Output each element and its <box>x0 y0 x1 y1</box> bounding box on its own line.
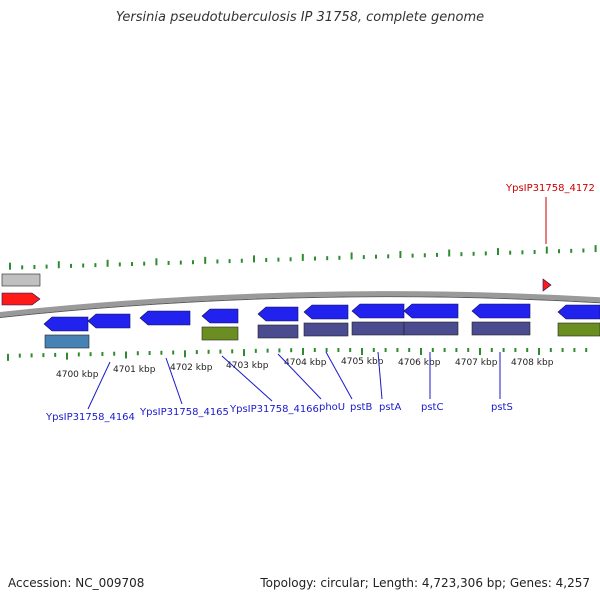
pstS-arrow <box>471 303 531 319</box>
scale-label: 4708 kbp <box>511 358 554 368</box>
pstS-box <box>471 321 531 336</box>
pstB-arrow <box>303 304 349 320</box>
red-feature-arrow <box>1 292 41 306</box>
gene-label: pstB <box>350 402 372 413</box>
gene-label-leader <box>87 361 111 410</box>
gene-4166-box <box>201 326 239 341</box>
gene-features <box>1 273 600 349</box>
gene-label: phoU <box>319 402 345 413</box>
scale-label: 4703 kbp <box>226 361 269 371</box>
scale-labels: 4700 kbp 4701 kbp 4702 kbp 4703 kbp 4704 kbp… <box>56 357 554 380</box>
pstB-box <box>303 322 349 337</box>
scale-label: 4707 kbp <box>455 358 498 368</box>
gene-label: YpsIP31758_4165 <box>139 407 229 418</box>
outer-tick-marks <box>9 245 597 270</box>
phoU-arrow <box>257 306 299 322</box>
genome-backbone-shadow <box>0 296 600 318</box>
gene-label: pstA <box>379 402 401 413</box>
genome-title: Yersinia pseudotuberculosis IP 31758, co… <box>115 10 485 25</box>
scale-label: 4702 kbp <box>170 363 213 373</box>
genome-summary: Topology: circular; Length: 4,723,306 bp… <box>260 576 590 590</box>
gene-label: pstC <box>421 402 443 413</box>
scale-label: 4701 kbp <box>113 365 156 375</box>
gene-4165a-arrow <box>87 313 131 329</box>
gene-label: pstS <box>491 402 513 413</box>
gene-4164-box <box>44 334 90 349</box>
scale-label: 4700 kbp <box>56 370 99 380</box>
phoU-box <box>257 324 299 339</box>
gene-4164-arrow <box>43 316 89 332</box>
gene-4165-arrow <box>139 310 191 326</box>
gene-label-leader <box>221 355 273 402</box>
gene-label-leader <box>325 351 353 400</box>
gene-label-leader <box>377 351 383 400</box>
pstC-box <box>403 321 459 336</box>
scale-label: 4704 kbp <box>284 358 327 368</box>
gray-feature <box>1 273 41 287</box>
edge-box <box>557 322 600 337</box>
pstA-box <box>351 321 405 336</box>
genome-backbone <box>0 291 600 317</box>
gene-label: YpsIP31758_4172 <box>505 183 595 194</box>
gene-label: YpsIP31758_4164 <box>45 412 135 423</box>
pstC-arrow <box>403 303 459 319</box>
accession-label: Accession: NC_009708 <box>8 576 145 590</box>
gene-labels: YpsIP31758_4164 YpsIP31758_4165 YpsIP31758… <box>45 183 595 423</box>
gene-4166-arrow <box>201 308 239 324</box>
inner-tick-marks <box>7 348 588 361</box>
gene-label: YpsIP31758_4166 <box>229 404 319 415</box>
pstA-arrow <box>351 303 405 319</box>
edge-arrow <box>557 304 600 320</box>
scale-label: 4705 kbp <box>341 357 384 367</box>
gene-label-leader <box>165 357 183 405</box>
red-small-arrow <box>542 278 552 292</box>
scale-label: 4706 kbp <box>398 358 441 368</box>
gene-label-leader <box>277 353 322 400</box>
